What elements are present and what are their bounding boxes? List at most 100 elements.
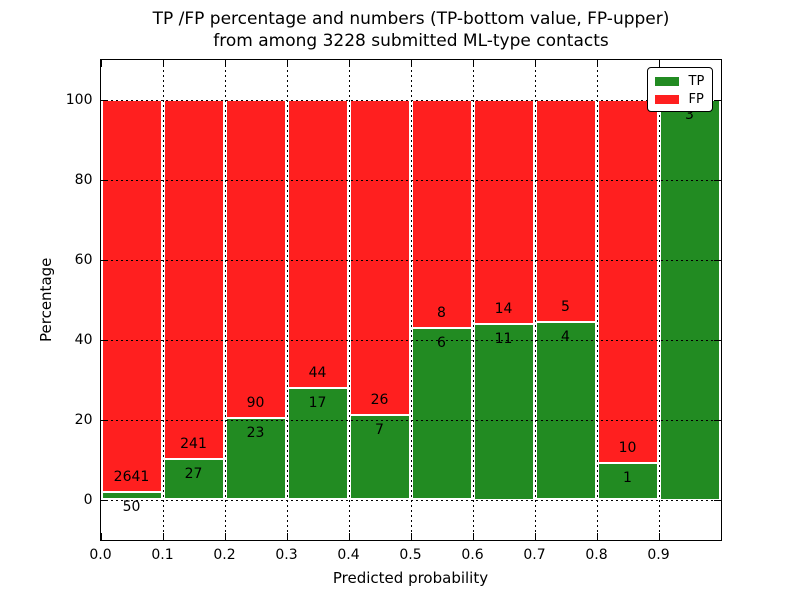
x-axis-label: Predicted probability <box>332 568 489 587</box>
bar-segment-tp <box>287 388 348 500</box>
x-tick-mark-bottom <box>224 532 226 540</box>
bar-segment-tp <box>225 418 286 500</box>
bar-label-tp: 6 <box>437 335 446 352</box>
y-tick-mark-right <box>713 419 721 421</box>
bar-segment-fp <box>287 99 348 389</box>
legend-entry-tp: TP <box>654 73 712 89</box>
x-tick-label: 0.1 <box>151 546 174 563</box>
x-tick-mark-bottom <box>348 532 350 540</box>
bar-label-tp: 27 <box>184 466 203 483</box>
y-tick-mark-left <box>100 179 108 181</box>
bar-segment-fp <box>349 99 410 415</box>
bar-label-fp: 14 <box>494 300 513 317</box>
y-tick-mark-right <box>713 499 721 501</box>
gridline-vertical <box>224 59 226 540</box>
x-tick-mark-bottom <box>472 532 474 540</box>
gridline-vertical <box>596 59 598 540</box>
fp-color-swatch <box>654 94 679 104</box>
legend-entry-fp: FP <box>654 91 712 107</box>
x-tick-mark-top <box>224 59 226 67</box>
legend-label-tp: TP <box>688 73 705 89</box>
x-tick-mark-bottom <box>410 532 412 540</box>
bar-label-tp: 11 <box>494 330 513 347</box>
chart-title-line-1: TP /FP percentage and numbers (TP-bottom… <box>152 9 670 29</box>
y-tick-label: 0 <box>83 491 93 508</box>
gridline-vertical <box>286 59 288 540</box>
legend: TP FP <box>646 66 713 112</box>
y-tick-mark-left <box>100 259 108 261</box>
bar-label-fp: 5 <box>561 298 570 315</box>
x-tick-label: 0.5 <box>399 546 422 563</box>
bar-segment-tp <box>473 323 534 500</box>
gridline-vertical <box>472 59 474 540</box>
x-tick-mark-top <box>286 59 288 67</box>
chart-title-line-2: from among 3228 submitted ML-type contac… <box>213 31 609 51</box>
x-tick-label: 0.0 <box>89 546 112 563</box>
x-tick-label: 0.2 <box>213 546 236 563</box>
y-tick-mark-right <box>713 99 721 101</box>
x-tick-label: 0.6 <box>461 546 484 563</box>
gridline-vertical <box>162 59 164 540</box>
gridline-vertical <box>348 59 350 540</box>
x-tick-mark-top <box>162 59 164 67</box>
bar-segment-fp <box>225 99 286 419</box>
y-tick-mark-left <box>100 339 108 341</box>
x-tick-label: 0.3 <box>275 546 298 563</box>
bar-label-fp: 8 <box>437 305 446 322</box>
bar-label-fp: 44 <box>308 365 327 382</box>
y-tick-mark-left <box>100 419 108 421</box>
bar-segment-fp <box>473 99 534 324</box>
y-tick-mark-right <box>713 259 721 261</box>
x-tick-mark-top <box>348 59 350 67</box>
x-tick-mark-bottom <box>162 532 164 540</box>
bar-segment-fp <box>163 99 224 460</box>
bar-label-tp: 17 <box>308 395 327 412</box>
y-tick-label: 20 <box>74 411 93 428</box>
tp-color-swatch <box>654 76 679 86</box>
bar-label-fp: 2641 <box>113 469 150 486</box>
x-tick-label: 0.9 <box>647 546 670 563</box>
bar-label-tp: 4 <box>561 328 570 345</box>
x-tick-mark-top <box>410 59 412 67</box>
bar-label-fp: 10 <box>618 440 637 457</box>
y-tick-label: 60 <box>74 251 93 268</box>
gridline-vertical <box>410 59 412 540</box>
x-tick-label: 0.4 <box>337 546 360 563</box>
x-tick-mark-top <box>534 59 536 67</box>
x-tick-mark-top <box>596 59 598 67</box>
x-tick-mark-bottom <box>286 532 288 540</box>
bar-segment-tp <box>597 463 658 500</box>
x-tick-label: 0.8 <box>585 546 608 563</box>
bar-label-fp: 90 <box>246 395 265 412</box>
bar-segment-tp <box>101 492 162 500</box>
x-tick-mark-bottom <box>100 532 102 540</box>
y-tick-mark-right <box>713 339 721 341</box>
y-tick-mark-left <box>100 99 108 101</box>
x-tick-mark-top <box>658 59 660 67</box>
bar-segment-fp <box>411 99 472 329</box>
x-tick-mark-bottom <box>534 532 536 540</box>
bar-segment-tp <box>349 414 410 500</box>
x-tick-mark-bottom <box>596 532 598 540</box>
bar-segment-fp <box>597 99 658 464</box>
y-tick-label: 40 <box>74 331 93 348</box>
bar-label-fp: 26 <box>370 391 389 408</box>
bar-segment-tp <box>411 328 472 500</box>
y-tick-label: 100 <box>65 91 93 108</box>
bar-segment-tp <box>659 99 720 500</box>
x-tick-mark-bottom <box>658 532 660 540</box>
x-tick-mark-top <box>100 59 102 67</box>
bar-label-tp: 3 <box>685 106 694 123</box>
plot-area: Percentage Predicted probability 2641 50 2… <box>37 58 722 587</box>
y-tick-mark-left <box>100 499 108 501</box>
legend-label-fp: FP <box>688 91 704 107</box>
bar-segment-tp <box>163 459 224 500</box>
bar-label-tp: 1 <box>623 470 632 487</box>
bar-label-tp: 7 <box>375 421 384 438</box>
y-axis-label: Percentage <box>36 257 55 342</box>
y-tick-mark-right <box>713 179 721 181</box>
bar-label-tp: 23 <box>246 425 265 442</box>
bar-segment-fp <box>101 99 162 493</box>
bar-segment-fp <box>535 99 596 322</box>
